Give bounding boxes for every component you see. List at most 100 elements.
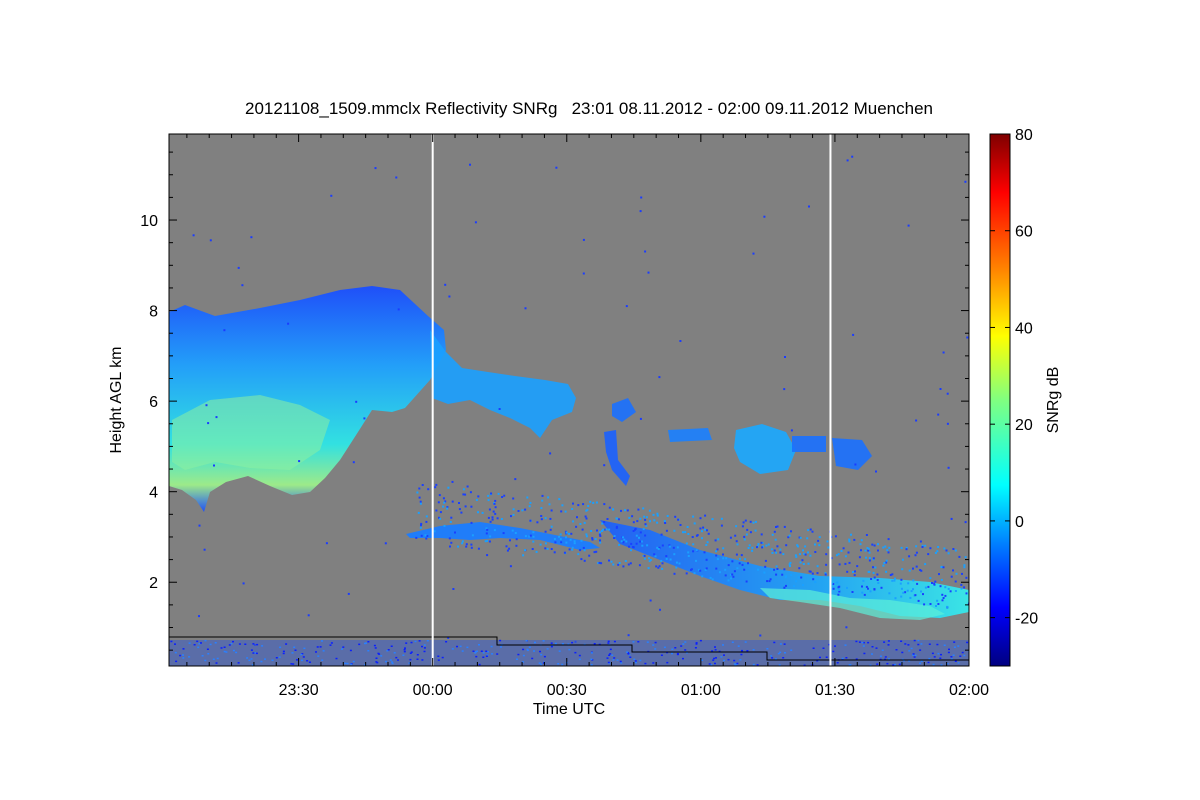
echo-speckle xyxy=(595,501,598,504)
clutter-pixel xyxy=(408,662,411,664)
echo-speckle xyxy=(425,515,428,518)
clutter-pixel xyxy=(634,660,637,662)
echo-speckle xyxy=(475,499,478,501)
clutter-pixel xyxy=(476,650,478,652)
echo-speckle xyxy=(684,531,687,534)
echo-speckle xyxy=(742,521,745,524)
clutter-pixel xyxy=(884,656,887,658)
clutter-pixel xyxy=(522,648,525,651)
echo-speckle xyxy=(868,551,871,554)
echo-speckle xyxy=(493,529,496,532)
clutter-pixel xyxy=(790,649,793,651)
clutter-pixel xyxy=(744,641,747,643)
echo-speckle xyxy=(964,556,967,559)
echo-speckle xyxy=(706,529,708,532)
echo-speckle xyxy=(553,538,556,540)
echo-speckle xyxy=(811,530,814,533)
echo-speckle xyxy=(649,559,652,561)
echo-speckle xyxy=(580,539,583,542)
echo-speckle xyxy=(785,544,788,547)
clutter-pixel xyxy=(322,650,325,652)
clutter-pixel xyxy=(215,662,218,664)
clutter-pixel xyxy=(858,641,861,643)
echo-speckle xyxy=(494,512,497,515)
echo-speckle xyxy=(763,571,766,574)
echo-speckle xyxy=(919,540,922,543)
echo-speckle xyxy=(748,544,751,547)
echo-speckle xyxy=(695,559,697,562)
echo-speckle xyxy=(731,560,734,563)
echo-speckle xyxy=(716,548,719,551)
echo-speckle xyxy=(761,541,764,544)
echo-speckle xyxy=(579,549,582,552)
echo-speckle xyxy=(450,516,453,519)
clutter-pixel xyxy=(863,652,866,655)
clutter-pixel xyxy=(225,651,228,653)
echo-speckle xyxy=(882,564,885,567)
echo-speckle xyxy=(908,555,911,558)
echo-speckle xyxy=(544,530,547,533)
clutter-pixel xyxy=(912,653,915,655)
clutter-pixel xyxy=(756,664,759,666)
echo-speckle xyxy=(494,499,497,502)
clutter-pixel xyxy=(950,656,953,658)
echo-speckle xyxy=(634,528,636,531)
echo-speckle xyxy=(735,553,738,556)
echo-speckle xyxy=(768,580,771,583)
echo-speckle xyxy=(564,510,567,513)
echo-speckle xyxy=(732,575,735,578)
echo-speckle xyxy=(799,536,802,539)
echo-speckle xyxy=(608,559,610,562)
echo-speckle xyxy=(605,528,608,531)
echo-speckle xyxy=(848,561,851,564)
echo-speckle xyxy=(595,550,598,553)
echo-speckle xyxy=(916,582,919,585)
echo-speckle xyxy=(512,513,515,516)
clutter-pixel xyxy=(557,663,560,665)
cloud-fragment-3 xyxy=(668,428,712,442)
echo-speckle xyxy=(508,547,511,550)
clutter-pixel xyxy=(416,654,419,656)
echo-speckle xyxy=(593,551,596,554)
noise-pixel xyxy=(907,224,910,227)
clutter-pixel xyxy=(531,657,534,660)
echo-speckle xyxy=(761,546,764,549)
echo-speckle xyxy=(798,536,801,539)
clutter-pixel xyxy=(466,646,469,649)
clutter-pixel xyxy=(423,644,426,646)
echo-speckle xyxy=(450,541,453,544)
clutter-pixel xyxy=(380,655,383,657)
clutter-pixel xyxy=(946,662,949,665)
clutter-pixel xyxy=(538,662,541,664)
echo-speckle xyxy=(880,586,883,589)
clutter-pixel xyxy=(671,652,673,655)
clutter-pixel xyxy=(474,651,477,653)
echo-speckle xyxy=(663,520,666,523)
clutter-pixel xyxy=(480,650,483,652)
noise-pixel xyxy=(307,614,310,617)
echo-speckle xyxy=(701,530,703,533)
noise-pixel xyxy=(845,626,848,629)
noise-pixel xyxy=(964,521,967,524)
noise-pixel xyxy=(347,592,350,595)
clutter-pixel xyxy=(694,647,697,649)
clutter-pixel xyxy=(654,648,657,650)
noise-pixel xyxy=(659,608,661,611)
echo-speckle xyxy=(592,501,595,504)
echo-speckle xyxy=(568,532,570,535)
echo-speckle xyxy=(749,520,752,523)
clutter-pixel xyxy=(671,648,674,650)
clutter-pixel xyxy=(913,639,916,642)
echo-speckle xyxy=(550,525,553,528)
echo-speckle xyxy=(919,569,922,571)
clutter-pixel xyxy=(845,657,848,659)
echo-speckle xyxy=(699,517,702,520)
colorbar-tick-label: -20 xyxy=(1015,611,1038,628)
clutter-pixel xyxy=(825,656,828,658)
noise-pixel xyxy=(582,238,585,241)
echo-speckle xyxy=(812,578,815,581)
clutter-pixel xyxy=(611,654,614,656)
echo-speckle xyxy=(492,510,495,513)
echo-speckle xyxy=(773,568,776,571)
clutter-pixel xyxy=(329,644,332,646)
